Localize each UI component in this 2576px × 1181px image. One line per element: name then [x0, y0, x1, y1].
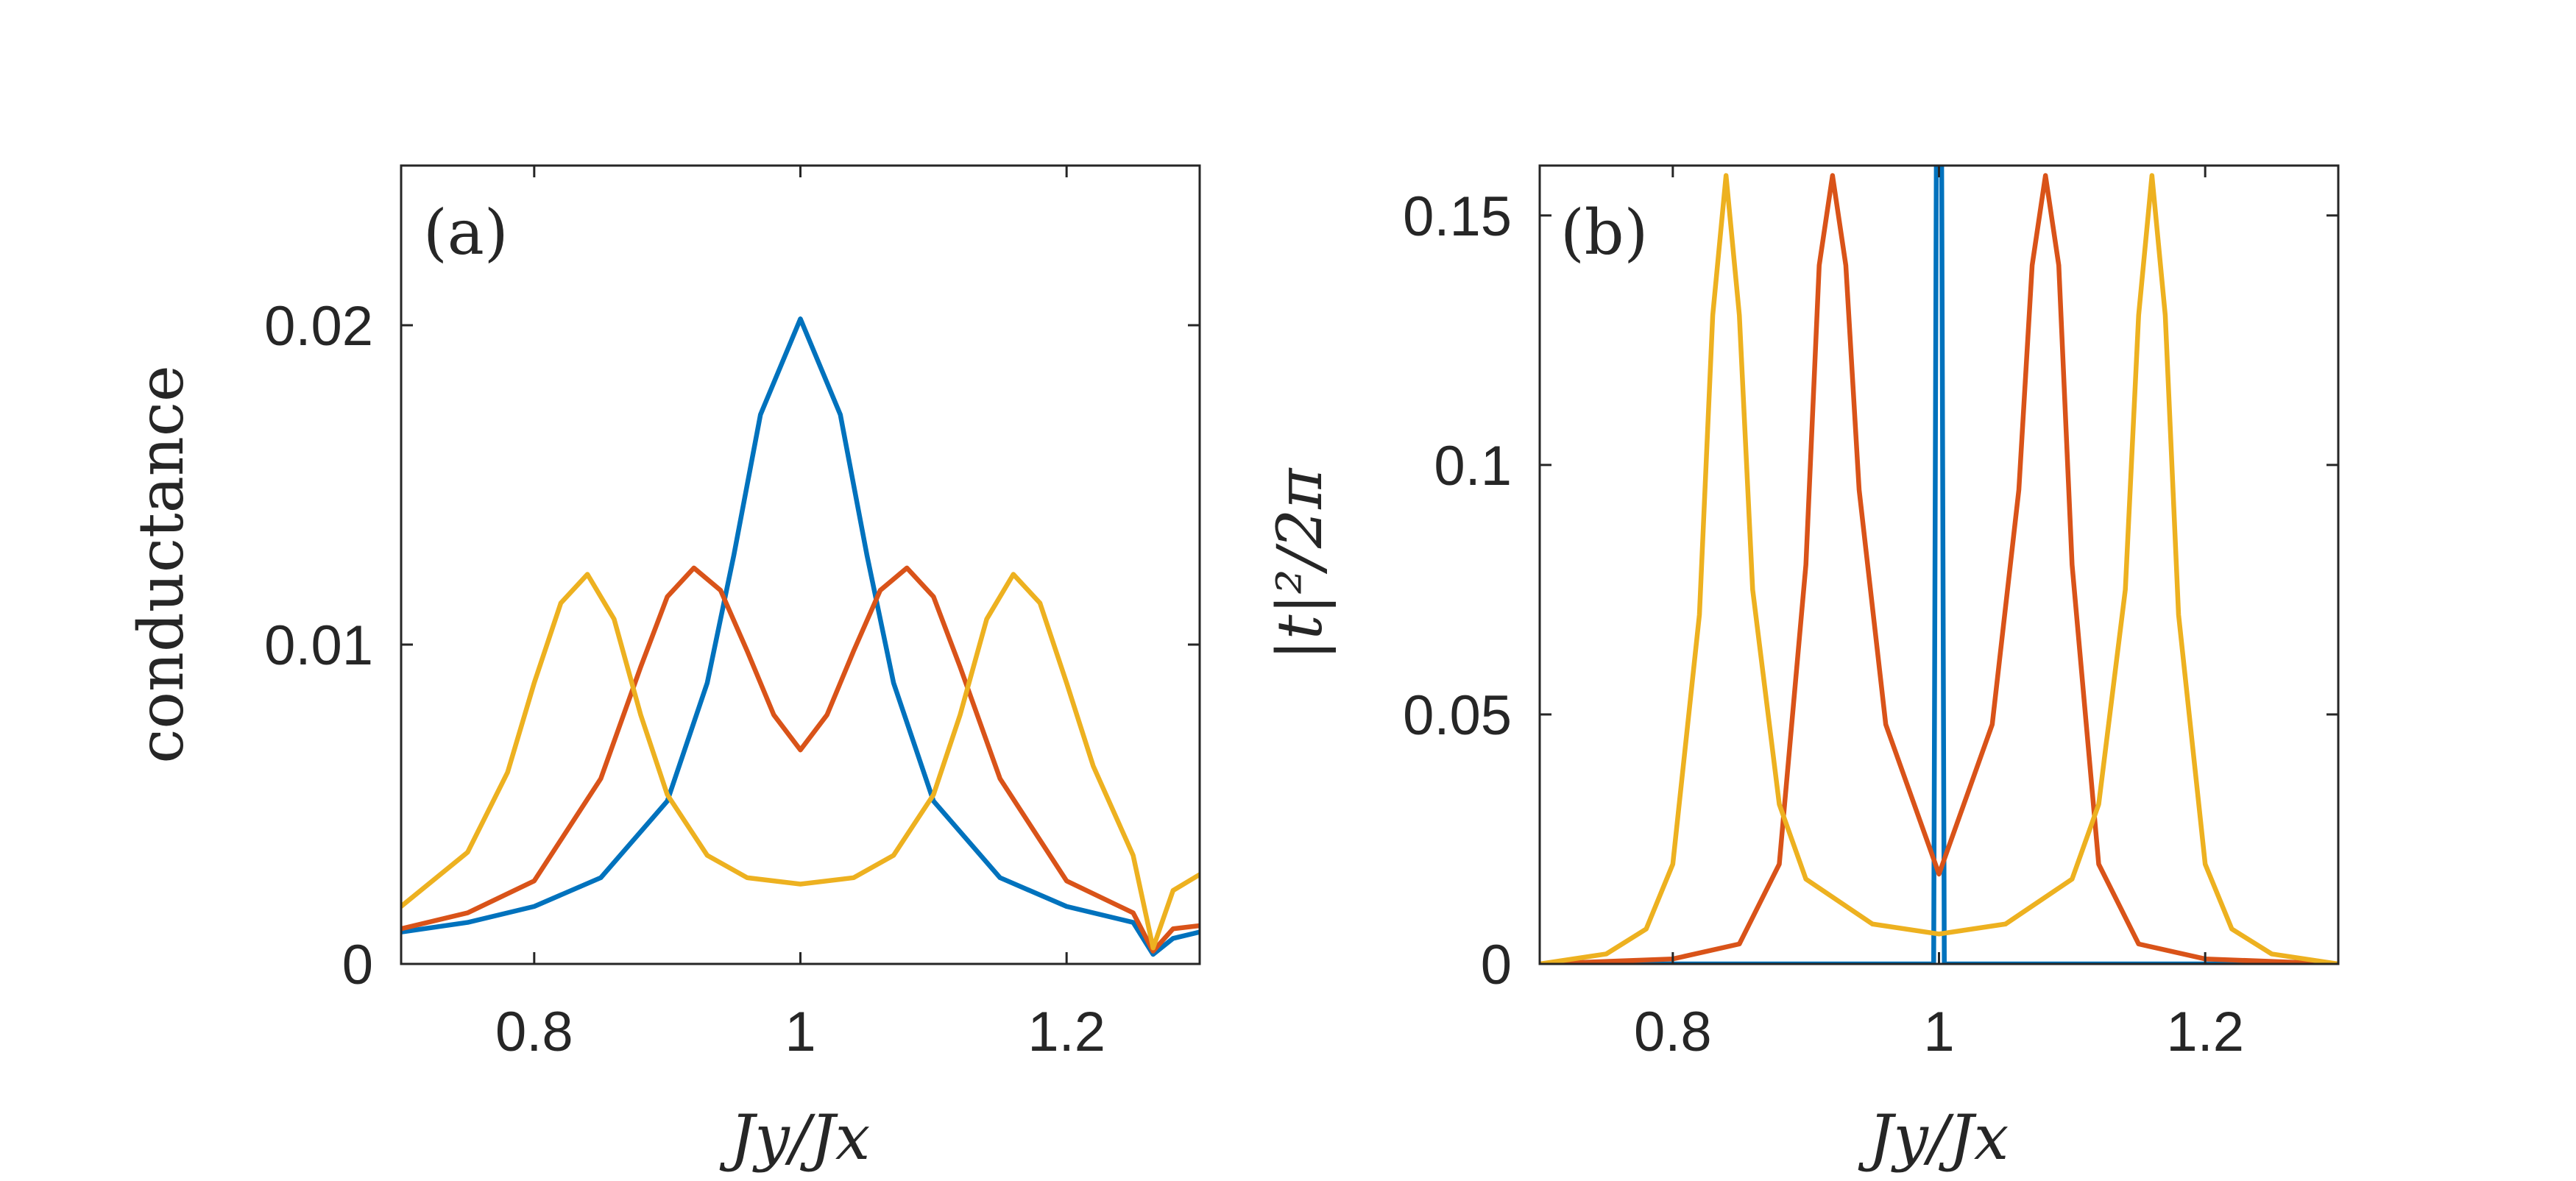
- ticks-a: 0.8 1 1.2 0 0.01 0.02: [264, 166, 1200, 1063]
- x-tick-label: 1.2: [1027, 1001, 1105, 1063]
- panel-label-a: (a): [423, 196, 509, 269]
- series-line-yellow-b: [1540, 173, 2338, 964]
- series-line-red-b: [1540, 173, 2338, 964]
- panel-a: 0.8 1 1.2 0 0.01 0.02 (a) Jy/Jx conductance: [125, 164, 1201, 1174]
- panel-label-b: (b): [1560, 196, 1648, 269]
- x-tick-label: 1: [785, 1001, 815, 1063]
- axes-frame-a: [400, 164, 1201, 965]
- y-tick-label: 0: [1481, 934, 1512, 996]
- series-line-blue-b: [1540, 166, 2338, 964]
- plot-area-a: [401, 316, 1200, 957]
- y-tick-label: 0.1: [1434, 435, 1512, 497]
- x-tick-label: 1: [1923, 1001, 1954, 1063]
- ticks-b: 0.8 1 1.2 0 0.05 0.1 0.15: [1403, 166, 2338, 1063]
- x-axis-title-b: Jy/Jx: [1858, 1102, 2009, 1174]
- axes-frame-b: [1538, 164, 2340, 965]
- series-line-yellow-a: [401, 572, 1200, 951]
- y-tick-label: 0.02: [264, 295, 373, 358]
- x-axis-title-a: Jy/Jx: [719, 1102, 870, 1174]
- series-line-red-a: [401, 565, 1200, 954]
- y-tick-label: 0.15: [1403, 185, 1512, 248]
- x-tick-label: 0.8: [1634, 1001, 1712, 1063]
- y-axis-title-b: |t|²/2π: [1264, 467, 1336, 661]
- y-tick-label: 0.01: [264, 614, 373, 677]
- x-tick-label: 0.8: [495, 1001, 573, 1063]
- y-axis-title-a: conductance: [125, 365, 197, 763]
- x-tick-label: 1.2: [2166, 1001, 2244, 1063]
- y-tick-label: 0.05: [1403, 684, 1512, 747]
- panel-b: 0.8 1 1.2 0 0.05 0.1 0.15 (b) Jy/Jx |t|²/2π: [1264, 164, 2340, 1174]
- plot-area-b: [1540, 166, 2338, 964]
- series-line-blue-a: [401, 316, 1200, 957]
- y-tick-label: 0: [342, 934, 373, 996]
